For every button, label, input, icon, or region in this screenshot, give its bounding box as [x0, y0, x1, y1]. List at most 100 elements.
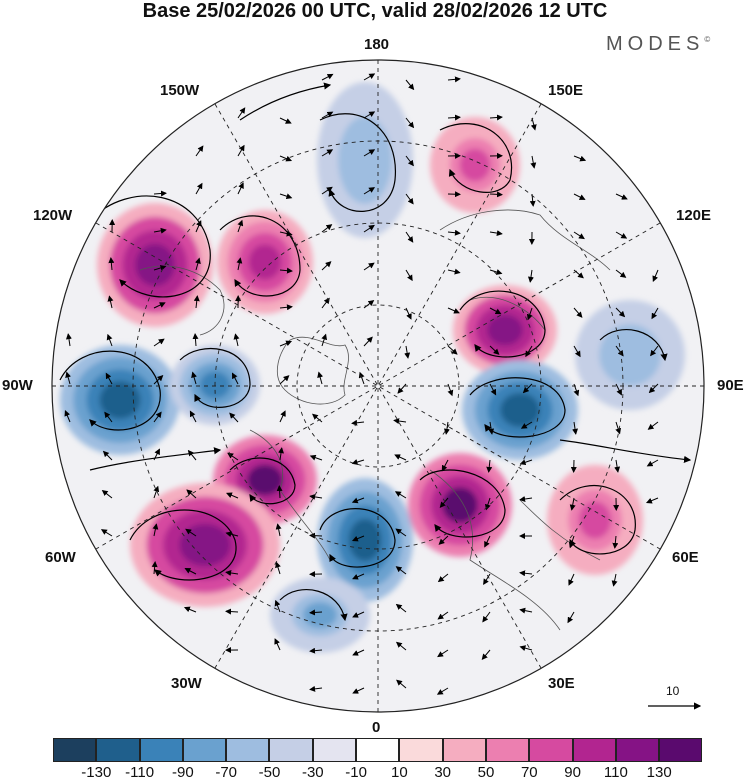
wind-vector [352, 611, 365, 618]
wind-vector [363, 300, 375, 309]
wind-vector [481, 649, 491, 660]
lon-label-30e: 30E [548, 675, 575, 692]
wind-vector [394, 491, 407, 499]
wind-vector [568, 573, 575, 586]
wind-vector [363, 187, 376, 195]
wind-vector [526, 307, 533, 321]
wind-vector [352, 573, 365, 580]
colorbar-tick-label: -30 [301, 764, 324, 781]
wind-vector [489, 191, 503, 198]
wind-vector [184, 568, 197, 575]
wind-vector [309, 647, 323, 654]
anomaly-west-europe-low [348, 518, 382, 562]
wind-vector [358, 371, 365, 385]
wind-vector [573, 193, 586, 200]
wind-vector [405, 79, 415, 91]
wind-vector [351, 535, 365, 542]
wind-vector [279, 230, 293, 237]
anomaly-north-america-high-a [135, 243, 175, 287]
colorbar-cell [529, 738, 573, 762]
colorbar-cell [485, 738, 530, 762]
lon-label-90w: 90W [2, 377, 33, 394]
wind-vector [274, 638, 281, 651]
wind-vector [522, 383, 533, 394]
wind-vector [187, 449, 197, 461]
anomaly-ural-high [578, 501, 612, 539]
wind-vector [276, 485, 283, 499]
wind-vector [236, 257, 243, 271]
wind-vector [279, 117, 292, 124]
colorbar-tick-label: 130 [646, 764, 672, 781]
wind-vector [527, 269, 534, 283]
wind-vector [237, 182, 244, 195]
wind-vector [615, 345, 624, 357]
wind-vector [488, 421, 495, 435]
wind-vector [278, 447, 284, 461]
colorbar-tick-label: -10 [345, 764, 367, 781]
wind-vector [394, 454, 407, 461]
wind-vector [101, 489, 113, 499]
colorbar-tick-label: -90 [172, 764, 194, 781]
wind-vector [396, 679, 407, 689]
wind-vector [395, 641, 407, 651]
wind-vector [363, 149, 376, 157]
lon-label-90e: 90E [717, 377, 744, 394]
colorbar-tick-label: -70 [215, 764, 238, 781]
wind-vector [195, 182, 203, 195]
wind-vector [437, 573, 449, 583]
wind-vector [447, 229, 461, 236]
wind-vector [312, 413, 323, 423]
wind-vector [195, 145, 204, 157]
colorbar-tick-label: -50 [258, 764, 281, 781]
wind-vector [102, 450, 113, 461]
wind-vector [225, 608, 239, 615]
graticule [52, 60, 704, 712]
colorbar [53, 738, 703, 762]
colorbar-cell [96, 738, 140, 762]
wind-vector [191, 371, 197, 385]
wind-vector [279, 193, 293, 200]
wind-vector [65, 333, 72, 347]
wind-vector [153, 302, 166, 309]
wind-vector [573, 269, 584, 279]
wind-vector [352, 649, 365, 656]
map-border [51, 59, 705, 713]
wind-vector [309, 685, 323, 692]
anomaly-arctic-high [487, 314, 523, 346]
wind-vector [525, 345, 533, 358]
wind-vector [489, 345, 500, 355]
wind-vector [519, 570, 533, 577]
wind-vector [447, 307, 460, 314]
wind-vector [237, 219, 244, 233]
wind-vector [279, 340, 293, 347]
colorbar-tick-label: 50 [477, 764, 495, 781]
anomaly-atlantic-low [303, 602, 337, 628]
wind-vector [229, 412, 239, 423]
wind-vector [483, 573, 491, 586]
wind-vector [530, 117, 537, 131]
wind-vector [279, 155, 293, 162]
wind-vector [652, 269, 659, 282]
wind-vector [183, 606, 197, 613]
wind-vector [615, 193, 628, 200]
colorbar-cell [659, 738, 703, 762]
wind-vector [321, 224, 333, 233]
wind-vector [65, 371, 71, 385]
colorbar-cell [615, 738, 660, 762]
wind-vector [351, 459, 365, 465]
wind-vector [279, 304, 293, 311]
wind-vector [321, 73, 334, 81]
anomaly-greenland-high [247, 464, 283, 496]
wind-vector [573, 345, 581, 358]
wind-vector [153, 227, 167, 234]
wind-vector [437, 649, 449, 658]
wind-vector [567, 611, 575, 624]
wind-vector [447, 383, 454, 397]
wind-vector [363, 336, 373, 347]
wind-vector [195, 220, 202, 233]
wind-vector [351, 419, 365, 426]
wind-vector [186, 489, 197, 499]
wind-vector [393, 418, 407, 425]
wind-vector [447, 76, 461, 83]
wind-vector [317, 371, 324, 385]
